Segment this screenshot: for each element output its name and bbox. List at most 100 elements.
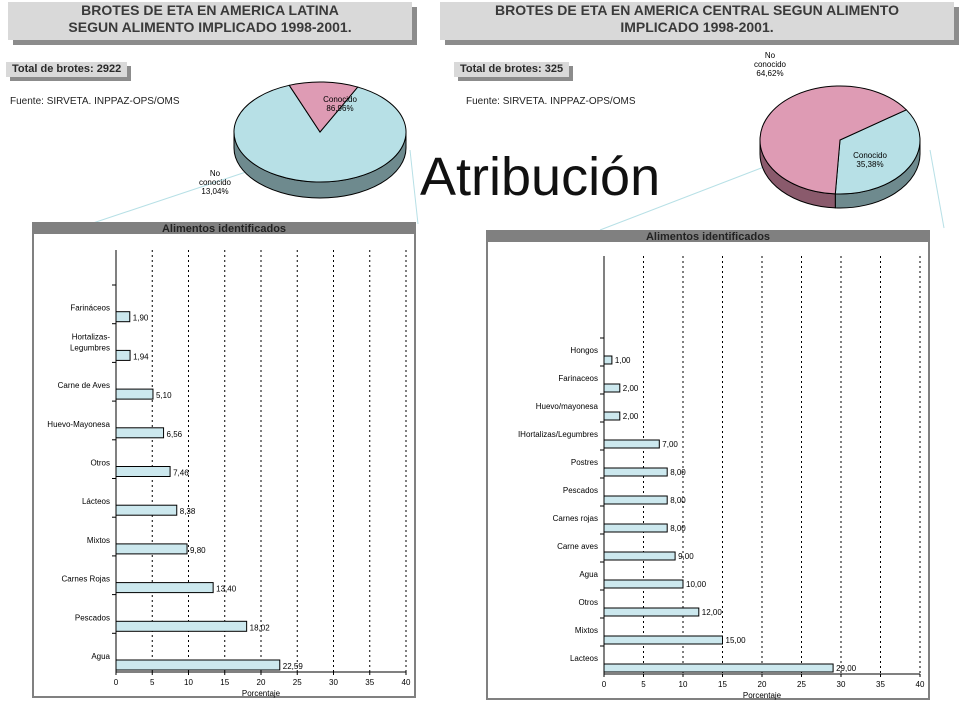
bar [115, 543, 188, 555]
x-tick-label: 5 [641, 680, 646, 689]
x-tick-label: 0 [602, 680, 607, 689]
bar [603, 467, 668, 477]
bar [115, 311, 131, 323]
bar-category-label: IHortalizas/Legumbres [518, 430, 598, 439]
bar [603, 607, 700, 617]
left-title-box: BROTES DE ETA EN AMERICA LATINA SEGUN AL… [8, 2, 412, 40]
bar-category-label: Otros [90, 459, 110, 468]
x-tick-label: 20 [257, 678, 266, 687]
x-tick-label: 35 [876, 680, 885, 689]
left-title-line1: BROTES DE ETA EN AMERICA LATINA [81, 2, 339, 18]
bar-value-label: 1,90 [133, 314, 149, 323]
bar [603, 663, 834, 673]
bar [603, 495, 668, 505]
pie-slice-unknown [288, 81, 359, 133]
bar-category-label: Carne aves [557, 542, 598, 551]
pie-slice-unknown [759, 85, 908, 195]
right-title-line1: BROTES DE ETA EN AMERICA CENTRAL SEGUN A… [495, 2, 899, 18]
bar-value-label: 8,00 [670, 524, 686, 533]
bar [115, 659, 281, 671]
connector-line [409, 149, 419, 225]
bar-category-label: Postres [571, 458, 598, 467]
x-tick-label: 35 [365, 678, 374, 687]
bar-value-label: 10,00 [686, 580, 707, 589]
bar-value-label: 8,00 [670, 468, 686, 477]
pie-chart-right: Conocido 35,38% No conocido 64,62% [754, 51, 921, 209]
bar-plot-area [34, 234, 414, 696]
connector-line [89, 169, 253, 225]
bar [603, 411, 621, 421]
bar-category-label: Agua [579, 570, 598, 579]
x-tick-label: 30 [329, 678, 338, 687]
bar-category-label: Carnes rojas [553, 514, 598, 523]
bar-category-label: Huevo/mayonesa [536, 402, 599, 411]
right-total-brotes: Total de brotes: 325 [454, 62, 570, 77]
bar-chart-title: Alimentos identificados [162, 223, 286, 235]
bar-value-label: 1,00 [615, 356, 631, 365]
bar-chart-left: Alimentos identificados 0 5 10 15 20 25 30 35 40 P… [32, 222, 416, 698]
x-axis-label: Porcentaje [242, 689, 281, 698]
bar-category-label: Huevo-Mayonesa [47, 420, 110, 429]
bar-value-label: 7,46 [173, 469, 189, 478]
bar-category-label: Agua [91, 652, 110, 661]
bar-value-label: 13,40 [216, 585, 237, 594]
x-tick-label: 20 [758, 680, 767, 689]
bar-value-label: 2,00 [623, 384, 639, 393]
x-tick-label: 0 [114, 678, 119, 687]
bar [115, 466, 171, 477]
bar-value-label: 22,59 [283, 662, 304, 671]
left-title-line2: SEGUN ALIMENTO IMPLICADO 1998-2001. [68, 19, 352, 35]
bar-category-label: Carnes Rojas [62, 575, 110, 584]
pie-label: No conocido 13,04% [199, 169, 232, 196]
bar-value-label: 8,00 [670, 496, 686, 505]
bar-chart-right: Alimentos identificados 0 5 10 15 20 25 30 35 40 P… [486, 230, 930, 700]
bar-category-label: Farináceos [70, 304, 110, 313]
pie-label: Conocido 35,38% [853, 151, 887, 169]
bar [603, 579, 684, 589]
bar-value-label: 29,00 [836, 664, 857, 673]
pie-label: Conocido 86,96% [323, 95, 357, 113]
bar-category-label: Otros [578, 598, 598, 607]
x-tick-label: 30 [837, 680, 846, 689]
right-source: Fuente: SIRVETA. INPPAZ-OPS/OMS [466, 96, 636, 107]
bar-value-label: 8,38 [180, 507, 196, 516]
x-tick-label: 15 [220, 678, 229, 687]
bar-value-label: 7,00 [662, 440, 678, 449]
right-title-line2: IMPLICADO 1998-2001. [620, 19, 774, 35]
bar [603, 635, 723, 645]
bar-value-label: 6,56 [167, 430, 183, 439]
bar [115, 388, 154, 400]
bar-plot-area [488, 242, 928, 698]
bar-category-label: Lácteos [82, 497, 110, 506]
bar-value-label: 1,94 [133, 352, 149, 361]
bar [115, 504, 178, 516]
bar-category-label: Hortalizas-Legumbres [70, 332, 110, 352]
connector-line [599, 159, 783, 231]
pie-label: No conocido 64,62% [754, 51, 787, 78]
bar-chart-title: Alimentos identificados [646, 231, 770, 243]
x-tick-label: 25 [797, 680, 806, 689]
bar-category-label: Mixtos [87, 536, 110, 545]
bar-value-label: 2,00 [623, 412, 639, 421]
right-title-box: BROTES DE ETA EN AMERICA CENTRAL SEGUN A… [440, 2, 954, 40]
bar-category-label: Pescados [75, 613, 110, 622]
x-tick-label: 40 [402, 678, 411, 687]
bar-value-label: 12,00 [702, 608, 723, 617]
pie-slice-known [834, 109, 921, 195]
x-tick-label: 10 [679, 680, 688, 689]
bar-value-label: 15,00 [726, 636, 747, 645]
bar-category-label: Lacteos [570, 654, 598, 663]
bar-category-label: Pescados [563, 486, 598, 495]
x-tick-label: 10 [184, 678, 193, 687]
x-tick-label: 5 [150, 678, 155, 687]
bar-value-label: 9,80 [190, 546, 206, 555]
bar [115, 427, 165, 439]
left-total-brotes: Total de brotes: 2922 [6, 62, 128, 77]
bar-category-label: Hongos [570, 346, 598, 355]
bar [115, 620, 248, 632]
bar [603, 523, 668, 533]
bar [603, 551, 676, 561]
x-tick-label: 25 [293, 678, 302, 687]
bar [115, 582, 214, 594]
